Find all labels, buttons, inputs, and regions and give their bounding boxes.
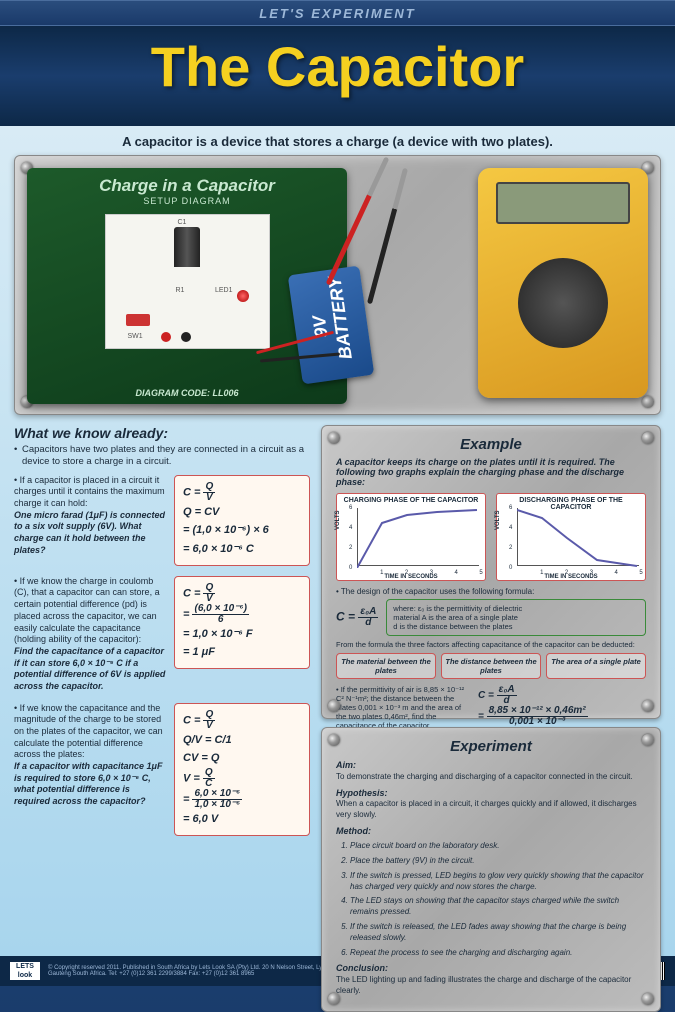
design-formula: C = ε₀Ad [336,607,378,628]
design-text: • The design of the capacitor uses the f… [336,587,646,596]
formula-box: C = QVQ = CV = (1,0 × 10⁻⁶) × 6 = 6,0 × … [174,475,310,566]
screw-icon [328,734,340,746]
series-banner: LET'S EXPERIMENT [0,0,675,26]
method-list: Place circuit board on the laboratory de… [336,841,646,958]
screw-icon [328,700,340,712]
chart: DISCHARGING PHASE OF THE CAPACITORVOLTS0… [496,493,646,581]
design-row: C = ε₀Ad where: ε₀ is the permittivity o… [336,599,646,636]
battery-label: 9V BATTERY [305,286,357,363]
label-sw: SW1 [128,333,143,340]
column-right: Example A capacitor keeps its charge on … [321,425,661,915]
factors-row: The material between the platesThe dista… [336,653,646,679]
title-area: The Capacitor [0,26,675,126]
publisher-logo: LETSlook [10,962,40,980]
board-code: DIAGRAM CODE: LL006 [27,388,347,398]
switch-icon [126,314,150,326]
circuit-board: Charge in a Capacitor SETUP DIAGRAM C1 L… [27,168,347,404]
columns: What we know already: Capacitors have tw… [14,425,661,915]
label-r1: R1 [176,287,185,294]
multimeter-icon [478,168,648,398]
capacitor-icon [174,227,200,267]
screw-icon [642,432,654,444]
label-c1: C1 [178,219,187,226]
formula-box: C = QVQ/V = C/1CV = QV = QC = 6,0 × 10⁻⁶… [174,703,310,836]
subtitle: A capacitor is a device that stores a ch… [14,134,661,149]
example-panel: Example A capacitor keeps its charge on … [321,425,661,719]
factor-box: The material between the plates [336,653,436,679]
know-block: • If a capacitor is placed in a circuit … [14,475,311,566]
column-left: What we know already: Capacitors have tw… [14,425,311,915]
example-heading: Example [336,436,646,453]
method-step: The LED stays on showing that the capaci… [350,896,646,918]
multimeter-dial [518,258,608,348]
multimeter-screen [496,182,630,224]
method-step: Place the battery (9V) in the circuit. [350,856,646,867]
know-heading: What we know already: [14,425,311,441]
terminal-red-icon [161,332,171,342]
label-led: LED1 [215,287,233,294]
know-block: • If we know the capacitance and the mag… [14,703,311,836]
hero-panel: Charge in a Capacitor SETUP DIAGRAM C1 L… [14,155,661,415]
screw-icon [328,993,340,1005]
screw-icon [642,993,654,1005]
screw-icon [642,700,654,712]
method-step: If the switch is pressed, LED begins to … [350,871,646,893]
charts-row: CHARGING PHASE OF THE CAPACITORVOLTS0246… [336,493,646,581]
where-box: where: ε₀ is the permittivity of dielect… [386,599,646,636]
method-step: If the switch is released, the LED fades… [350,922,646,944]
method-step: Place circuit board on the laboratory de… [350,841,646,852]
experiment-heading: Experiment [336,738,646,755]
know-intro: Capacitors have two plates and they are … [14,444,311,469]
chart: CHARGING PHASE OF THE CAPACITORVOLTS0246… [336,493,486,581]
example-intro: A capacitor keeps its charge on the plat… [336,457,646,487]
screw-icon [642,734,654,746]
terminal-black-icon [181,332,191,342]
page-title: The Capacitor [0,34,675,99]
screw-icon [328,432,340,444]
factor-box: The distance between the plates [441,653,541,679]
factor-box: The area of a single plate [546,653,646,679]
method-step: Repeat the process to see the charging a… [350,948,646,959]
board-subtitle: SETUP DIAGRAM [35,196,339,206]
know-block-text: • If we know the capacitance and the mag… [14,703,166,808]
know-block-text: • If we know the charge in coulomb (C), … [14,576,166,693]
pcb: C1 LED1 R1 SW1 [105,214,270,349]
screw-icon [642,396,654,408]
know-block-text: • If a capacitor is placed in a circuit … [14,475,166,557]
content: A capacitor is a device that stores a ch… [0,126,675,956]
board-title: Charge in a Capacitor [35,176,339,196]
formula-box: C = QV = (6,0 × 10⁻⁶)6 = 1,0 × 10⁻⁶ F = … [174,576,310,669]
know-block: • If we know the charge in coulomb (C), … [14,576,311,693]
factors-intro: From the formula the three factors affec… [336,640,646,649]
experiment-panel: Experiment Aim:To demonstrate the chargi… [321,727,661,1012]
led-icon [237,290,249,302]
